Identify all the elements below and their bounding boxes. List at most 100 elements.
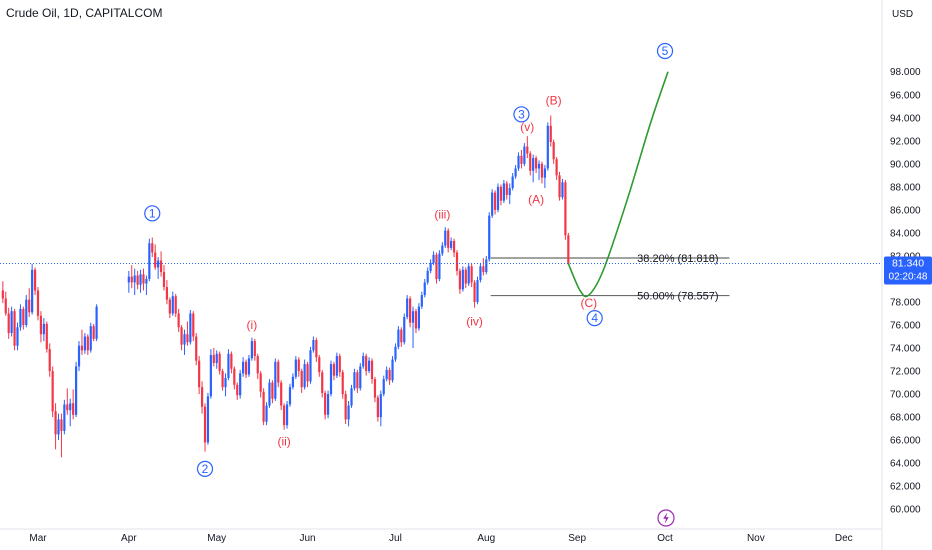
x-tick-label: Apr <box>121 533 137 544</box>
candle-body <box>505 183 508 195</box>
candle <box>450 237 453 251</box>
candle <box>247 354 251 377</box>
candle <box>362 352 365 369</box>
wave-label[interactable]: (C) <box>581 296 598 310</box>
candle <box>508 183 511 205</box>
candle <box>268 379 271 408</box>
candle <box>532 154 535 183</box>
wave-label[interactable]: (i) <box>247 318 258 332</box>
candle <box>344 390 347 424</box>
candle-body <box>470 266 473 283</box>
y-tick-label: 72.000 <box>890 367 921 378</box>
candle-body <box>447 230 450 248</box>
candle <box>482 258 485 276</box>
wave-label[interactable]: (v) <box>520 120 534 134</box>
candle-body <box>344 394 347 420</box>
y-tick-label: 88.000 <box>890 182 921 193</box>
currency-label-group[interactable]: USD <box>892 9 913 20</box>
candle <box>224 373 227 397</box>
candle-body <box>25 299 28 325</box>
candle <box>400 327 403 347</box>
candle-body <box>488 215 491 260</box>
candle <box>151 237 154 258</box>
y-tick-label: 60.000 <box>890 505 921 516</box>
wave-circle <box>513 106 530 123</box>
candle <box>388 367 391 385</box>
candle <box>309 346 312 384</box>
candle <box>432 251 435 266</box>
candle-body <box>165 287 169 300</box>
candle-body <box>335 356 338 376</box>
candle-body <box>414 311 418 329</box>
candle <box>411 306 415 349</box>
candle <box>142 268 145 291</box>
wave-text: 5 <box>662 44 669 58</box>
wave-label[interactable]: 4 <box>586 309 603 327</box>
wave-text: (iii) <box>434 207 450 221</box>
wave-label[interactable]: 3 <box>513 106 530 123</box>
wave-text: (i) <box>247 318 258 332</box>
wave-label[interactable]: 2 <box>196 460 214 477</box>
candle-body <box>417 306 420 329</box>
candle-body <box>294 359 297 377</box>
price-tag-value: 81.340 <box>892 258 924 270</box>
wave-label[interactable]: (iii) <box>434 207 450 221</box>
candle-body <box>394 346 397 360</box>
candle <box>28 288 31 317</box>
candle <box>16 322 19 351</box>
lightning-icon <box>663 512 669 524</box>
candle <box>48 343 51 377</box>
candle <box>54 403 57 450</box>
candle-body <box>511 176 514 189</box>
wave-label[interactable]: (iv) <box>466 315 483 329</box>
candle-body <box>242 361 245 374</box>
candle-body <box>177 313 180 328</box>
candle <box>382 375 385 397</box>
candle <box>92 323 95 342</box>
wave-label[interactable]: (A) <box>528 193 544 207</box>
y-tick-label: 70.000 <box>890 390 921 401</box>
fib-level-label: 50.00% (78.557) <box>637 291 718 303</box>
wave-label[interactable]: (B) <box>546 94 562 108</box>
candle-body <box>329 364 333 395</box>
candle-body <box>236 384 239 396</box>
wave-label[interactable]: 5 <box>656 42 674 60</box>
candle <box>426 267 429 285</box>
chart-title: Crude Oil, 1D, CAPITALCOM <box>6 6 163 20</box>
candle <box>10 306 13 337</box>
candle-body <box>373 379 377 398</box>
candle-body <box>186 334 189 343</box>
candle <box>496 183 500 213</box>
candle-body <box>183 334 186 345</box>
candle-body <box>441 245 444 254</box>
y-tick-label: 84.000 <box>890 228 921 239</box>
price-tag-bg <box>884 256 932 285</box>
candle-body <box>45 323 48 350</box>
candle-body <box>151 243 154 253</box>
wave-text: (ii) <box>277 434 290 448</box>
candle-body <box>198 360 201 388</box>
wave-label[interactable]: 1 <box>144 205 161 222</box>
candle <box>148 238 151 282</box>
candle-body <box>212 354 215 363</box>
candle <box>549 115 552 147</box>
candle <box>139 269 142 293</box>
alert-button[interactable] <box>657 509 675 527</box>
candle-body <box>552 141 555 160</box>
candle-body <box>397 329 400 347</box>
candle <box>511 173 514 191</box>
candle <box>517 152 520 171</box>
projection-path[interactable] <box>567 71 669 298</box>
candle-body <box>558 175 561 198</box>
candle <box>51 366 54 418</box>
candle <box>373 376 377 403</box>
candle <box>470 263 473 288</box>
wave-label[interactable]: (ii) <box>277 434 290 448</box>
x-tick-label: Oct <box>657 533 673 544</box>
y-tick-label: 62.000 <box>890 482 921 493</box>
candle-body <box>341 372 344 395</box>
candle-body <box>540 163 544 178</box>
